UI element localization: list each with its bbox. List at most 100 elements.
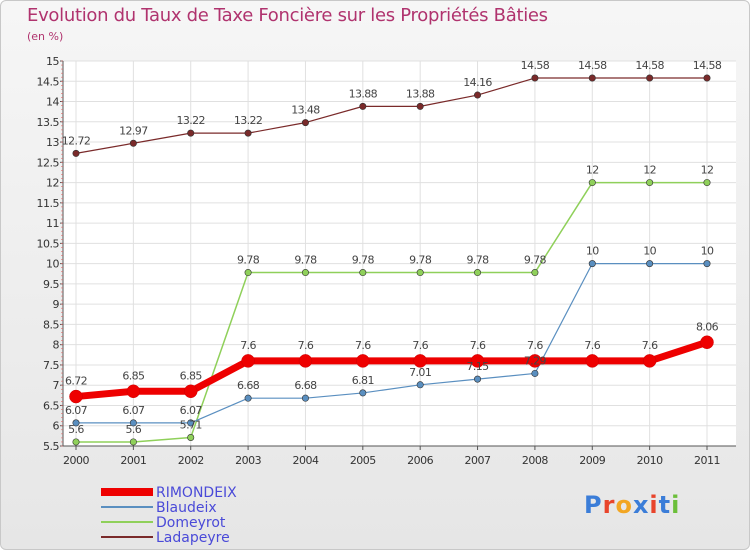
data-label-rimondeix: 7.6 xyxy=(240,339,256,352)
data-label-blaudeix: 10 xyxy=(586,245,599,258)
y-tick-label: 10 xyxy=(46,258,59,271)
data-label-ladapeyre: 13.88 xyxy=(406,87,435,100)
data-point-rimondeix xyxy=(241,354,255,368)
data-point-domeyrot xyxy=(187,433,195,441)
x-tick-label: 2004 xyxy=(292,454,318,467)
data-point-rimondeix xyxy=(183,384,198,399)
grid-lines xyxy=(63,60,736,447)
x-axis-ticks: 2000 2001 2002 2003 2004 2005 2006 2007 2008 2009… xyxy=(63,446,721,467)
data-label-ladapeyre: 13.48 xyxy=(291,104,320,117)
series-line-rimondeix xyxy=(75,338,709,401)
data-label-blaudeix: 10 xyxy=(643,245,656,258)
series-line-domeyrot xyxy=(76,181,707,443)
x-tick-label: 2003 xyxy=(235,454,261,467)
data-label-rimondeix: 7.6 xyxy=(412,339,428,352)
data-point-blaudeix xyxy=(187,419,195,427)
data-point-domeyrot xyxy=(703,179,711,187)
chart-unit: (en %) xyxy=(27,30,64,43)
data-label-blaudeix: 6.07 xyxy=(122,404,145,417)
data-label-blaudeix: 6.68 xyxy=(294,379,317,392)
data-label-blaudeix: 10 xyxy=(701,245,714,258)
y-tick-label: 6 xyxy=(53,420,60,433)
data-point-ladapeyre xyxy=(474,91,482,99)
y-tick-label: 14.5 xyxy=(37,75,60,88)
chart-title: Evolution du Taux de Taxe Foncière sur l… xyxy=(27,5,548,26)
data-label-ladapeyre: 12.97 xyxy=(119,124,148,137)
data-label-domeyrot: 9.78 xyxy=(524,254,547,267)
data-point-blaudeix xyxy=(531,369,539,377)
y-tick-label: 12 xyxy=(46,177,59,190)
x-tick-label: 2002 xyxy=(178,454,204,467)
data-label-ladapeyre: 13.22 xyxy=(176,114,205,127)
x-tick-label: 2009 xyxy=(579,454,605,467)
y-tick-label: 8 xyxy=(53,339,60,352)
y-tick-label: 7.5 xyxy=(43,359,59,372)
data-point-ladapeyre xyxy=(129,139,137,147)
data-point-domeyrot xyxy=(72,438,80,446)
y-tick-label: 14 xyxy=(46,96,59,109)
data-point-domeyrot xyxy=(244,269,252,277)
x-tick-label: 2007 xyxy=(465,454,491,467)
data-point-blaudeix xyxy=(72,419,80,427)
data-label-rimondeix: 7.6 xyxy=(355,339,371,352)
data-label-ladapeyre: 14.16 xyxy=(463,76,492,89)
data-labels: 6.72 6.85 6.85 7.6 7.6 7.6 7.6 7.6 7.6 7.6 7.6 8.06… xyxy=(62,59,723,436)
y-tick-label: 7 xyxy=(53,379,60,392)
proxiti-logo: Proxiti xyxy=(584,491,680,519)
data-label-ladapeyre: 14.58 xyxy=(693,59,722,72)
data-label-rimondeix: 7.6 xyxy=(298,339,314,352)
data-point-blaudeix xyxy=(244,394,252,402)
data-label-domeyrot: 5.6 xyxy=(126,423,142,436)
logo-letter: t xyxy=(658,491,672,519)
data-point-ladapeyre xyxy=(588,74,596,82)
data-point-domeyrot xyxy=(359,269,367,277)
series-layer xyxy=(69,74,714,446)
data-label-ladapeyre: 14.58 xyxy=(578,59,607,72)
x-tick-label: 2008 xyxy=(522,454,548,467)
data-label-domeyrot: 5.6 xyxy=(68,423,84,436)
x-tick-label: 2000 xyxy=(63,454,89,467)
data-point-ladapeyre xyxy=(187,129,195,137)
y-tick-label: 6.5 xyxy=(43,399,59,412)
data-point-ladapeyre xyxy=(416,102,424,110)
data-label-domeyrot: 5.71 xyxy=(180,418,202,431)
data-point-ladapeyre xyxy=(244,129,252,137)
data-point-rimondeix xyxy=(69,389,83,404)
data-point-domeyrot xyxy=(301,269,309,277)
data-point-rimondeix xyxy=(642,354,657,368)
data-label-domeyrot: 9.78 xyxy=(352,254,375,267)
data-point-blaudeix xyxy=(359,389,367,397)
legend-label-blaudeix: Blaudeix xyxy=(156,500,217,516)
data-point-blaudeix xyxy=(416,381,424,389)
data-point-blaudeix xyxy=(703,260,711,268)
data-label-rimondeix: 7.6 xyxy=(642,339,658,352)
data-label-blaudeix: 6.07 xyxy=(65,404,88,417)
data-label-ladapeyre: 12.72 xyxy=(62,134,91,147)
data-point-rimondeix xyxy=(470,354,485,368)
data-point-domeyrot xyxy=(531,269,539,277)
data-point-domeyrot xyxy=(646,179,654,187)
data-label-domeyrot: 12 xyxy=(643,164,656,177)
data-label-blaudeix: 7.01 xyxy=(409,366,431,379)
y-axis-ticks: 5.5 6 6.5 7 7.5 8 8.5 9 9.5 10 10.5 11 11.5 12 12.5 13 1… xyxy=(37,55,63,453)
data-point-domeyrot xyxy=(588,179,596,187)
data-point-ladapeyre xyxy=(72,149,80,157)
data-point-rimondeix xyxy=(528,354,542,368)
legend-label-domeyrot: Domeyrot xyxy=(156,515,226,531)
data-label-rimondeix: 7.6 xyxy=(527,339,543,352)
data-point-rimondeix xyxy=(413,354,427,368)
logo-letter: o xyxy=(615,491,633,519)
data-point-domeyrot xyxy=(129,438,137,446)
data-label-blaudeix: 6.68 xyxy=(237,379,260,392)
data-label-ladapeyre: 14.58 xyxy=(635,59,664,72)
logo-letter: i xyxy=(649,491,659,519)
x-tick-label: 2001 xyxy=(120,454,146,467)
data-label-ladapeyre: 13.22 xyxy=(234,114,263,127)
data-point-rimondeix xyxy=(356,354,370,368)
data-point-ladapeyre xyxy=(703,74,711,82)
x-tick-label: 2011 xyxy=(694,454,720,467)
plot-area xyxy=(63,61,736,446)
